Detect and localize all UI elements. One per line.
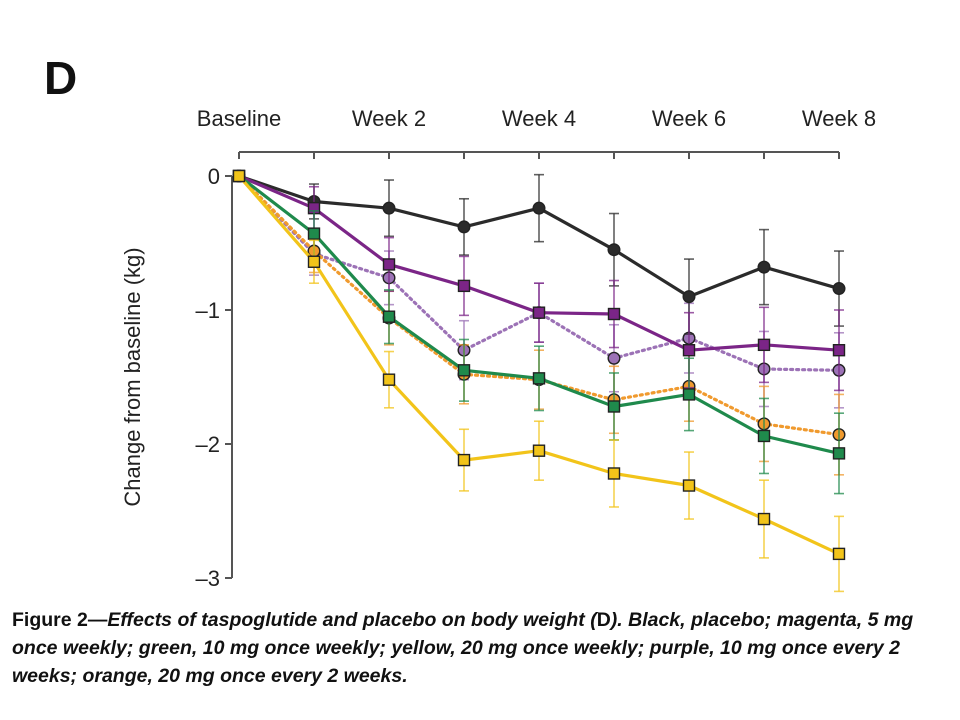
data-point	[532, 444, 546, 457]
data-point	[757, 260, 771, 274]
caption-suffix: ). Black, placebo; magenta, 5 mg once we…	[12, 609, 914, 687]
x-tick-label: Week 8	[802, 106, 876, 131]
y-tick-label: –3	[196, 566, 220, 591]
x-axis: Baseline Week 2 Week 4 Week 6 Week 8	[197, 106, 876, 159]
caption-body: Effects of taspoglutide and placebo on b…	[107, 609, 597, 631]
data-point	[532, 306, 546, 319]
data-point	[382, 310, 396, 323]
data-point	[457, 453, 471, 467]
series-3	[232, 169, 846, 593]
series-layer	[232, 169, 846, 593]
y-tick-label: 0	[208, 164, 220, 189]
x-tick-label: Week 4	[502, 106, 576, 131]
data-point	[232, 169, 246, 183]
x-tick-label: Baseline	[197, 106, 281, 131]
data-point	[382, 201, 396, 215]
y-tick-label: –1	[196, 298, 220, 323]
data-point	[532, 372, 546, 385]
data-point	[307, 255, 321, 268]
data-point	[607, 400, 621, 413]
data-point	[682, 388, 696, 401]
x-tick-label: Week 2	[352, 106, 426, 131]
panel-label: D	[44, 52, 77, 104]
data-point	[757, 429, 771, 443]
y-axis: 0 –1 –2 –3	[196, 164, 233, 591]
x-tick-label: Week 6	[652, 106, 726, 131]
data-point	[757, 338, 771, 352]
data-point	[832, 547, 846, 561]
data-point	[682, 290, 696, 304]
data-point	[307, 227, 321, 240]
data-point	[832, 282, 846, 296]
data-point	[607, 351, 621, 365]
line-chart: D Baseline Week 2 Week 4 Week 6 Week 8 0 –1 –2…	[44, 52, 876, 593]
data-point	[682, 479, 696, 492]
data-point	[457, 364, 471, 377]
data-point	[382, 258, 396, 271]
y-tick-label: –2	[196, 432, 220, 457]
data-point	[757, 512, 771, 526]
series-line	[237, 174, 841, 437]
data-point	[382, 373, 396, 386]
caption-d-letter: D	[596, 609, 611, 631]
data-point	[607, 307, 621, 321]
y-axis-title: Change from baseline (kg)	[120, 247, 145, 506]
data-point	[457, 279, 471, 293]
data-point	[607, 467, 621, 480]
data-point	[832, 447, 846, 460]
data-point	[607, 243, 621, 257]
figure-caption: Figure 2—Effects of taspoglutide and pla…	[12, 606, 952, 690]
data-point	[832, 344, 846, 357]
data-point	[682, 344, 696, 357]
caption-prefix: Figure 2—	[12, 609, 108, 631]
series-2	[232, 169, 846, 495]
data-point	[457, 220, 471, 234]
data-point	[532, 201, 546, 215]
